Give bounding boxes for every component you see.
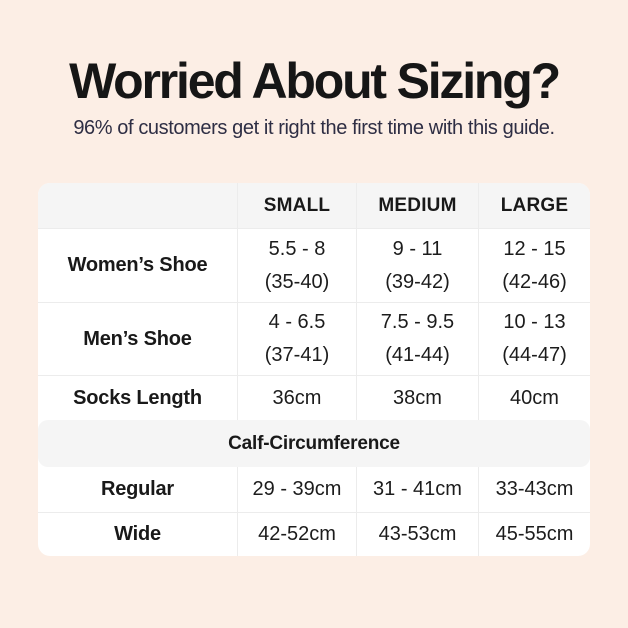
row-label-womens-shoe: Women’s Shoe [38, 228, 237, 302]
womens-shoe-large-eu: (42-46) [502, 270, 567, 293]
womens-shoe-medium-eu: (39-42) [385, 270, 450, 293]
column-header-medium: MEDIUM [356, 183, 478, 228]
section-header-calf-circumference: Calf-Circumference [38, 420, 590, 467]
cell-womens-shoe-medium: 9 - 11 (39-42) [356, 228, 478, 302]
mens-shoe-medium-eu: (41-44) [385, 344, 450, 366]
row-label-regular: Regular [100, 478, 175, 500]
cell-mens-shoe-small: 4 - 6.5 (37-41) [237, 302, 356, 375]
cell-socks-length-small: 36cm [237, 375, 356, 420]
page-subtitle: 96% of customers get it right the first … [73, 117, 555, 139]
mens-shoe-small-eu: (37-41) [264, 344, 330, 366]
page-title: Worried About Sizing? [69, 53, 561, 109]
cell-socks-length-large: 40cm [478, 375, 590, 420]
mens-shoe-large-us: 10 - 13 [503, 311, 566, 333]
mens-shoe-medium-us: 7.5 - 9.5 [380, 311, 455, 333]
column-header-small: SMALL [237, 183, 356, 228]
size-guide-table: SMALL MEDIUM LARGE Women’s Shoe 5.5 - 8 … [38, 183, 590, 556]
womens-shoe-large-us: 12 - 15 [503, 237, 566, 260]
column-header-large: LARGE [478, 183, 590, 228]
section-row-calf-circumference: Calf-Circumference [38, 420, 590, 467]
cell-regular-large: 33-43cm [478, 467, 590, 512]
cell-mens-shoe-medium: 7.5 - 9.5 (41-44) [356, 302, 478, 375]
cell-regular-small: 29 - 39cm [237, 467, 356, 512]
womens-shoe-small-us: 5.5 - 8 [268, 237, 326, 260]
row-label-socks-length: Socks Length [38, 375, 237, 420]
cell-regular-medium: 31 - 41cm [356, 467, 478, 512]
womens-shoe-small-eu: (35-40) [264, 270, 330, 293]
cell-womens-shoe-small: 5.5 - 8 (35-40) [237, 228, 356, 302]
cell-wide-medium: 43-53cm [356, 512, 478, 556]
mens-shoe-small-us: 4 - 6.5 [268, 311, 326, 333]
column-header-blank [38, 183, 237, 228]
cell-socks-length-medium: 38cm [356, 375, 478, 420]
cell-wide-large: 45-55cm [478, 512, 590, 556]
womens-shoe-medium-us: 9 - 11 [392, 237, 443, 260]
cell-womens-shoe-large: 12 - 15 (42-46) [478, 228, 590, 302]
row-label-mens-shoe: Men’s Shoe [38, 302, 237, 375]
cell-wide-small: 42-52cm [237, 512, 356, 556]
row-label-wide: Wide [38, 512, 237, 556]
mens-shoe-large-eu: (44-47) [502, 344, 567, 366]
cell-mens-shoe-large: 10 - 13 (44-47) [478, 302, 590, 375]
